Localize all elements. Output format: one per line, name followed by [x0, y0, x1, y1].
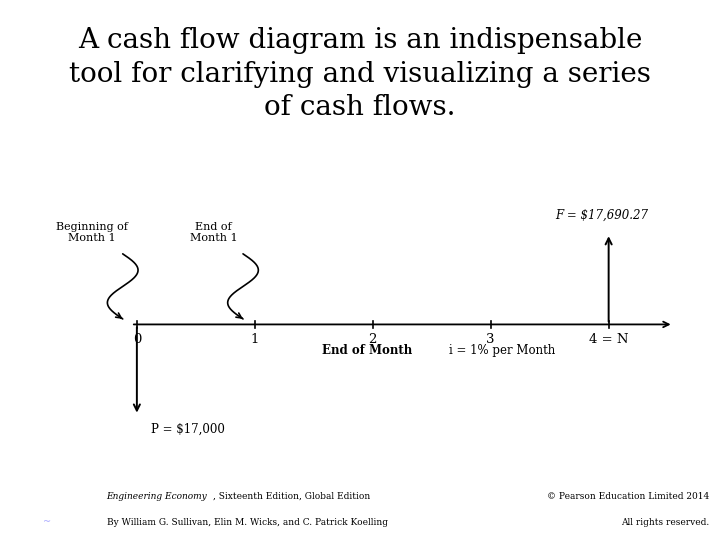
- Text: PEARSON: PEARSON: [17, 502, 77, 512]
- Text: ~: ~: [43, 517, 51, 527]
- Text: 1: 1: [251, 333, 259, 346]
- Text: All rights reserved.: All rights reserved.: [621, 518, 709, 527]
- Text: 4 = N: 4 = N: [589, 333, 629, 346]
- Text: A cash flow diagram is an indispensable
tool for clarifying and visualizing a se: A cash flow diagram is an indispensable …: [69, 27, 651, 121]
- Text: By William G. Sullivan, Elin M. Wicks, and C. Patrick Koelling: By William G. Sullivan, Elin M. Wicks, a…: [107, 518, 387, 527]
- Text: , Sixteenth Edition, Global Edition: , Sixteenth Edition, Global Edition: [213, 491, 370, 501]
- Text: F = $17,690.27: F = $17,690.27: [556, 209, 649, 222]
- Text: End of Month: End of Month: [322, 343, 412, 356]
- Text: End of
Month 1: End of Month 1: [189, 222, 238, 244]
- Text: i = 1% per Month: i = 1% per Month: [449, 343, 556, 356]
- Text: 3: 3: [487, 333, 495, 346]
- Text: 2: 2: [369, 333, 377, 346]
- Text: P = $17,000: P = $17,000: [151, 422, 225, 435]
- Text: 0: 0: [132, 333, 141, 346]
- Text: © Pearson Education Limited 2014: © Pearson Education Limited 2014: [547, 491, 709, 501]
- Text: Beginning of
Month 1: Beginning of Month 1: [56, 222, 128, 244]
- Text: Engineering Economy: Engineering Economy: [107, 491, 207, 501]
